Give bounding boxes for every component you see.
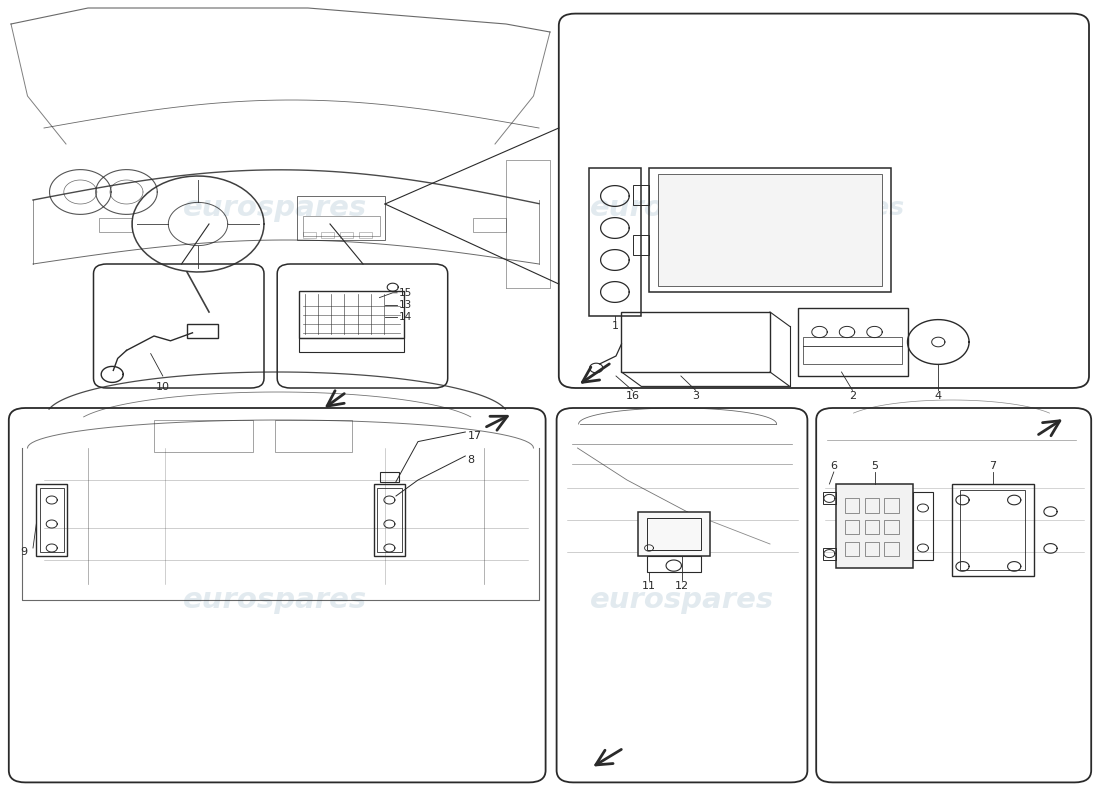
Text: 2: 2 xyxy=(849,391,856,401)
Bar xyxy=(803,337,902,364)
Text: eurospares: eurospares xyxy=(183,586,367,614)
Bar xyxy=(647,556,701,572)
Bar xyxy=(374,484,405,556)
Text: 4: 4 xyxy=(935,391,942,401)
Text: eurospares: eurospares xyxy=(183,194,367,222)
Text: 6: 6 xyxy=(830,462,837,471)
Bar xyxy=(154,420,253,452)
Bar xyxy=(845,520,859,534)
Text: 17: 17 xyxy=(468,431,482,441)
Bar xyxy=(297,196,385,240)
Bar xyxy=(377,488,402,552)
Bar xyxy=(884,520,899,534)
Text: 1: 1 xyxy=(612,321,618,330)
Text: 13: 13 xyxy=(399,300,412,310)
Bar xyxy=(649,168,891,292)
Bar xyxy=(302,232,316,238)
Bar xyxy=(884,542,899,556)
Text: 3: 3 xyxy=(692,391,700,401)
Bar xyxy=(865,542,879,556)
Bar xyxy=(632,185,649,205)
Bar xyxy=(845,542,859,556)
Bar xyxy=(299,338,404,352)
Bar xyxy=(359,232,372,238)
Text: 16: 16 xyxy=(626,391,639,401)
Bar xyxy=(588,168,641,316)
Bar xyxy=(187,324,218,338)
Text: 8: 8 xyxy=(468,455,474,465)
Bar xyxy=(647,518,701,550)
Text: 14: 14 xyxy=(399,312,412,322)
Bar xyxy=(302,216,379,236)
Text: 7: 7 xyxy=(989,462,997,471)
Bar xyxy=(960,490,1025,570)
Text: 5: 5 xyxy=(871,462,878,471)
Bar xyxy=(379,472,399,482)
Bar xyxy=(845,498,859,513)
Text: 11: 11 xyxy=(642,582,656,591)
Bar xyxy=(299,291,404,338)
Text: eurospares: eurospares xyxy=(746,196,904,220)
Bar xyxy=(884,498,899,513)
Text: 12: 12 xyxy=(675,582,689,591)
Bar xyxy=(321,232,334,238)
Bar xyxy=(632,235,649,254)
Bar xyxy=(952,484,1034,576)
Bar xyxy=(798,308,908,376)
Bar xyxy=(658,174,882,286)
Text: 15: 15 xyxy=(399,288,412,298)
Bar xyxy=(36,484,67,556)
Text: eurospares: eurospares xyxy=(590,194,774,222)
Bar xyxy=(865,498,879,513)
Bar xyxy=(621,312,770,372)
Bar xyxy=(275,420,352,452)
Bar xyxy=(473,218,506,232)
Bar xyxy=(865,520,879,534)
Bar xyxy=(823,492,836,504)
Bar xyxy=(836,484,913,568)
Bar xyxy=(913,492,933,560)
Text: 10: 10 xyxy=(156,382,169,391)
Bar xyxy=(40,488,64,552)
Bar xyxy=(99,218,132,232)
Bar xyxy=(340,232,353,238)
Bar xyxy=(823,548,836,560)
Text: eurospares: eurospares xyxy=(590,586,774,614)
Text: 9: 9 xyxy=(21,547,28,557)
Bar xyxy=(638,512,710,556)
